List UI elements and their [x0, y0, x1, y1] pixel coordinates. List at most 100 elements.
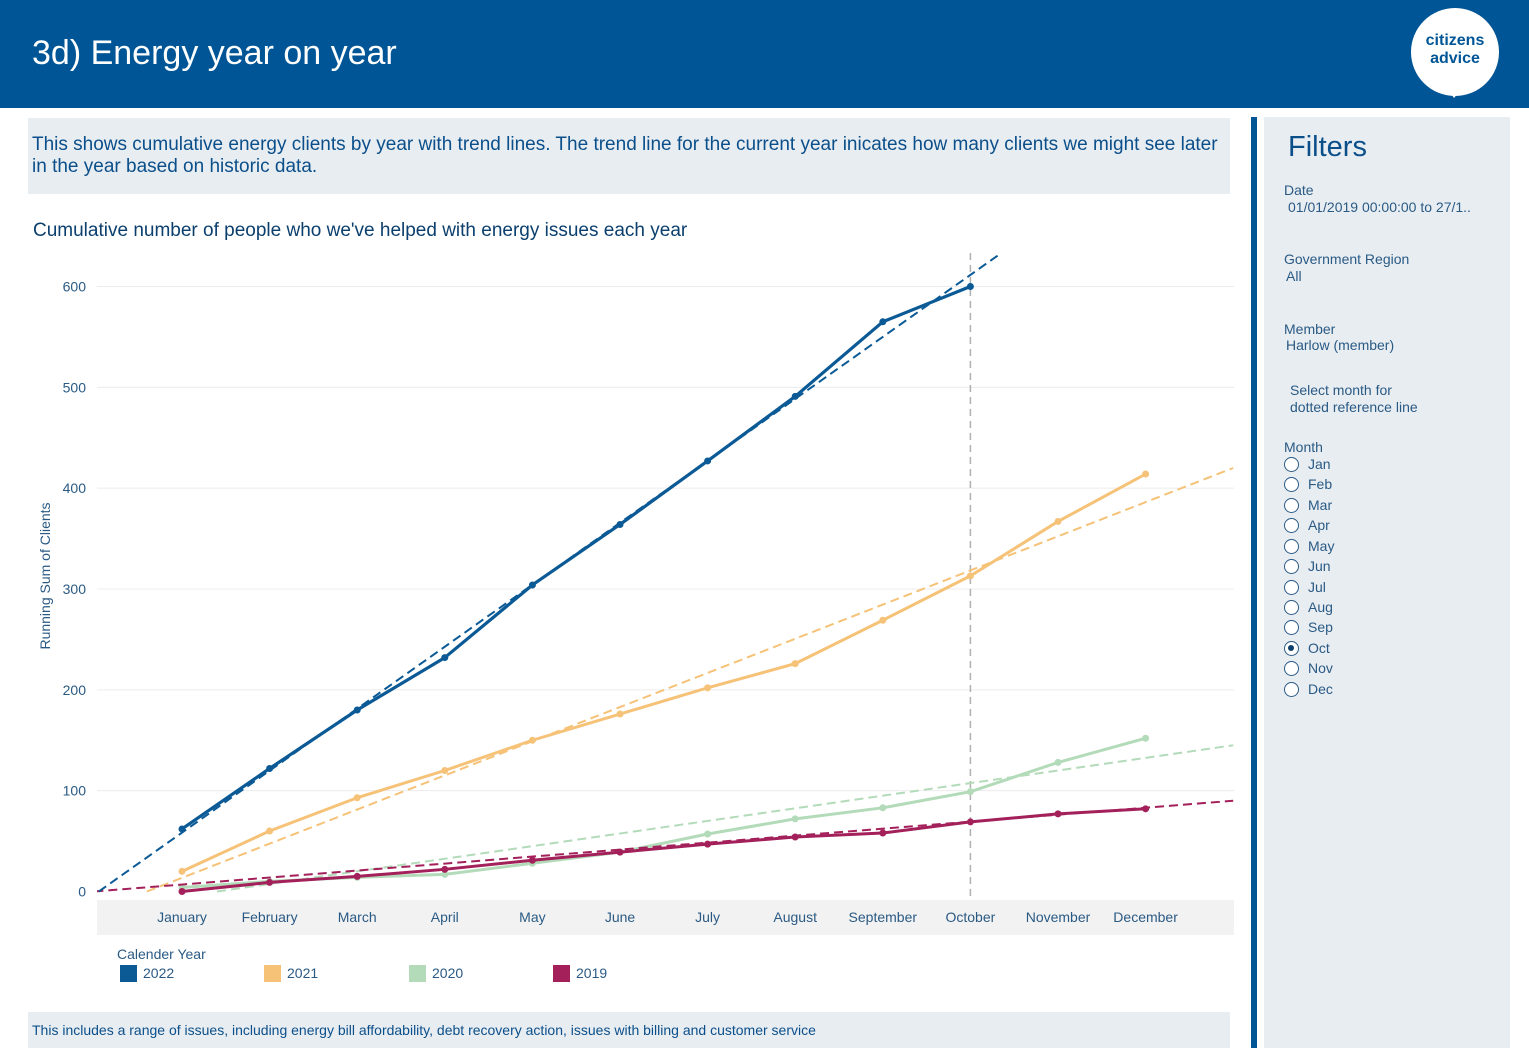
radio-icon [1284, 600, 1299, 615]
radio-icon [1284, 580, 1299, 595]
region-filter-value[interactable]: All [1286, 268, 1302, 284]
x-tick-label-january: January [157, 909, 207, 925]
month-option-aug[interactable]: Aug [1284, 599, 1404, 619]
legend-label: 2020 [432, 965, 464, 981]
month-option-label: Mar [1308, 497, 1333, 513]
radio-icon [1284, 661, 1299, 676]
data-point-2019-august [791, 833, 799, 841]
data-point-2019-january [178, 888, 186, 895]
y-tick-label-400: 400 [63, 480, 87, 496]
reference-note-line-1: Select month for [1290, 382, 1392, 398]
month-option-jul[interactable]: Jul [1284, 579, 1404, 599]
data-point-2020-october [966, 788, 974, 796]
radio-icon [1284, 682, 1299, 697]
member-filter-label: Member [1284, 321, 1336, 337]
data-point-2019-october [966, 818, 974, 826]
data-point-2021-november [1054, 517, 1062, 525]
x-tick-label-may: May [519, 909, 545, 925]
radio-icon [1284, 518, 1299, 533]
legend-label: 2019 [576, 965, 608, 981]
month-option-label: Jul [1308, 579, 1326, 595]
data-point-2019-may [528, 856, 536, 864]
series-line-2022 [180, 284, 973, 831]
logo-line-1: citizens [1425, 32, 1485, 49]
data-point-2022-january [178, 825, 186, 833]
legend-label: 2022 [143, 965, 175, 981]
month-option-dec[interactable]: Dec [1284, 681, 1404, 701]
month-option-feb[interactable]: Feb [1284, 476, 1404, 496]
radio-icon [1284, 620, 1299, 635]
header-bar: 3d) Energy year on year citizens advice [0, 0, 1529, 108]
data-point-2022-september [879, 318, 887, 326]
data-point-2019-september [879, 829, 887, 837]
radio-icon [1284, 477, 1299, 492]
data-point-2019-july [704, 840, 712, 848]
x-tick-label-july: July [695, 909, 720, 925]
legend-label: 2021 [287, 965, 319, 981]
member-filter-value[interactable]: Harlow (member) [1286, 337, 1395, 353]
data-point-2021-july [704, 684, 712, 692]
footer-note-box: This includes a range of issues, includi… [28, 1012, 1230, 1048]
legend-swatch [409, 965, 426, 982]
x-tick-label-october: October [945, 909, 995, 925]
data-point-2020-november [1054, 758, 1062, 766]
line-chart: 0 100 200 300 400 500 600 Running Sum of Client… [37, 252, 1234, 935]
y-tick-label-200: 200 [63, 682, 87, 698]
data-point-2021-march [353, 794, 361, 802]
legend-swatch [264, 965, 281, 982]
radio-icon [1284, 559, 1299, 574]
month-option-apr[interactable]: Apr [1284, 517, 1404, 537]
month-option-label: Jan [1308, 456, 1331, 472]
date-filter-value[interactable]: 01/01/2019 00:00:00 to 27/1.. [1288, 199, 1471, 215]
month-option-jan[interactable]: Jan [1284, 456, 1404, 476]
logo-line-2: advice [1430, 50, 1480, 67]
legend-swatch [553, 965, 570, 982]
data-point-2021-may [528, 736, 536, 744]
y-tick-label-100: 100 [63, 783, 87, 799]
legend-swatch [120, 965, 137, 982]
x-tick-label-november: November [1026, 909, 1091, 925]
data-point-2019-april [441, 865, 449, 873]
y-tick-label-0: 0 [78, 884, 86, 900]
month-option-label: Feb [1308, 476, 1333, 492]
footer-note: This includes a range of issues, includi… [32, 1022, 816, 1038]
data-point-2021-september [879, 616, 887, 624]
x-tick-label-february: February [242, 909, 298, 925]
month-option-mar[interactable]: Mar [1284, 497, 1404, 517]
month-filter-label: Month [1284, 439, 1323, 455]
data-point-2019-march [353, 872, 361, 880]
data-point-2021-february [266, 827, 274, 835]
data-point-2021-october [966, 572, 974, 580]
month-option-label: Aug [1308, 599, 1333, 615]
month-option-oct[interactable]: Oct [1284, 640, 1404, 660]
data-point-2019-june [616, 848, 624, 856]
radio-icon [1284, 498, 1299, 513]
month-option-may[interactable]: May [1284, 538, 1404, 558]
data-point-2021-december [1142, 470, 1150, 478]
y-tick-label-300: 300 [63, 581, 87, 597]
series-line-2019 [180, 807, 1148, 893]
x-axis-band [97, 900, 1234, 935]
citizens-advice-logo: citizens advice [1411, 8, 1499, 96]
x-tick-label-march: March [338, 909, 377, 925]
data-point-2022-may [528, 581, 536, 589]
radio-icon [1284, 457, 1299, 472]
month-option-label: Apr [1308, 517, 1330, 533]
data-point-2020-september [879, 804, 887, 812]
data-point-2021-june [616, 710, 624, 718]
data-point-2022-february [266, 764, 274, 772]
month-option-sep[interactable]: Sep [1284, 619, 1404, 639]
month-option-jun[interactable]: Jun [1284, 558, 1404, 578]
radio-icon [1284, 539, 1299, 554]
data-point-2022-august [791, 392, 799, 400]
trend-line-2021 [146, 467, 1234, 893]
reference-note-line-2: dotted reference line [1290, 399, 1418, 415]
y-tick-label-500: 500 [63, 379, 87, 395]
x-tick-label-june: June [605, 909, 636, 925]
intro-box: This shows cumulative energy clients by … [28, 118, 1230, 194]
x-tick-label-december: December [1113, 909, 1178, 925]
data-point-2022-april [441, 654, 449, 662]
month-option-nov[interactable]: Nov [1284, 660, 1404, 680]
y-axis-title: Running Sum of Clients [37, 502, 53, 649]
month-option-label: Nov [1308, 660, 1333, 676]
